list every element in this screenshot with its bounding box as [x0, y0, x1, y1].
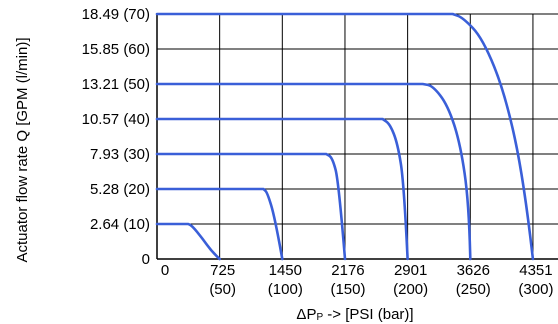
y-tick-label: 18.49 (70) [82, 6, 150, 23]
x-tick-label: 2901 [394, 262, 427, 279]
series-line-3 [155, 152, 347, 261]
y-tick-label: 2.64 (10) [90, 216, 150, 233]
series-line-2 [155, 187, 284, 261]
x-axis-title-rest: -> [PSI (bar)] [323, 306, 413, 323]
y-tick-label: 13.21 (50) [82, 76, 150, 93]
series-line-6 [155, 12, 535, 261]
y-tick-label: 5.28 (20) [90, 181, 150, 198]
x-tick-sublabel: (50) [209, 281, 236, 298]
x-tick-label: 4351 [519, 262, 552, 279]
y-tick-label: 15.85 (60) [82, 41, 150, 58]
x-axis-title: ΔPP -> [PSI (bar)] [296, 306, 413, 323]
y-tick-label: 10.57 (40) [82, 111, 150, 128]
x-tick-sublabel: (150) [330, 281, 365, 298]
series-line-1 [155, 222, 221, 261]
series-lines [155, 12, 535, 261]
x-tick-label: 0 [161, 262, 169, 279]
x-tick-label: 2176 [331, 262, 364, 279]
y-tick-label: 0 [142, 251, 150, 268]
x-tick-label: 1450 [269, 262, 302, 279]
y-axis-title: Actuator flow rate Q [GPM (l/min)] [14, 37, 31, 262]
x-tick-label: 3626 [457, 262, 490, 279]
x-tick-sublabel: (200) [393, 281, 428, 298]
x-axis-title-subscript: P [316, 312, 323, 323]
y-tick-labels: 0 2.64 (10) 5.28 (20) 7.93 (30) 10.57 (40) 13… [82, 6, 150, 268]
y-tick-label: 7.93 (30) [90, 146, 150, 163]
series-line-5 [155, 82, 472, 261]
x-tick-sublabel: (100) [268, 281, 303, 298]
x-tick-labels: 0 725 (50) 1450 (100) 2176 (150) 2901 (200) 3626 (… [161, 262, 554, 298]
x-tick-sublabel: (300) [518, 281, 553, 298]
x-axis-title-main: ΔP [296, 306, 316, 323]
x-tick-sublabel: (250) [456, 281, 491, 298]
x-tick-label: 725 [210, 262, 235, 279]
grid [156, 13, 558, 260]
series-line-4 [155, 117, 409, 261]
